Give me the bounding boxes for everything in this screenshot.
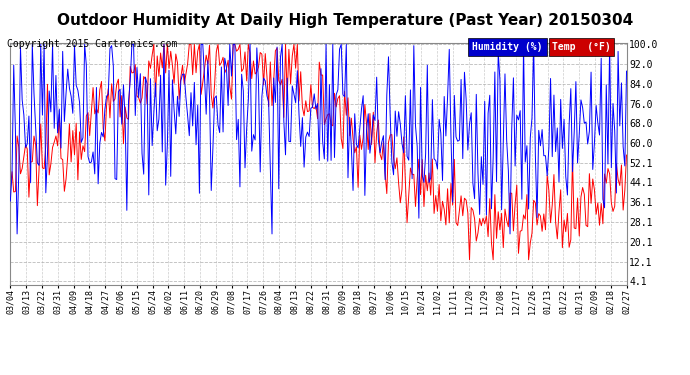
- Text: Outdoor Humidity At Daily High Temperature (Past Year) 20150304: Outdoor Humidity At Daily High Temperatu…: [57, 13, 633, 28]
- Text: Copyright 2015 Cartronics.com: Copyright 2015 Cartronics.com: [7, 39, 177, 50]
- Text: Temp  (°F): Temp (°F): [552, 42, 611, 51]
- Text: Humidity (%): Humidity (%): [472, 42, 543, 51]
